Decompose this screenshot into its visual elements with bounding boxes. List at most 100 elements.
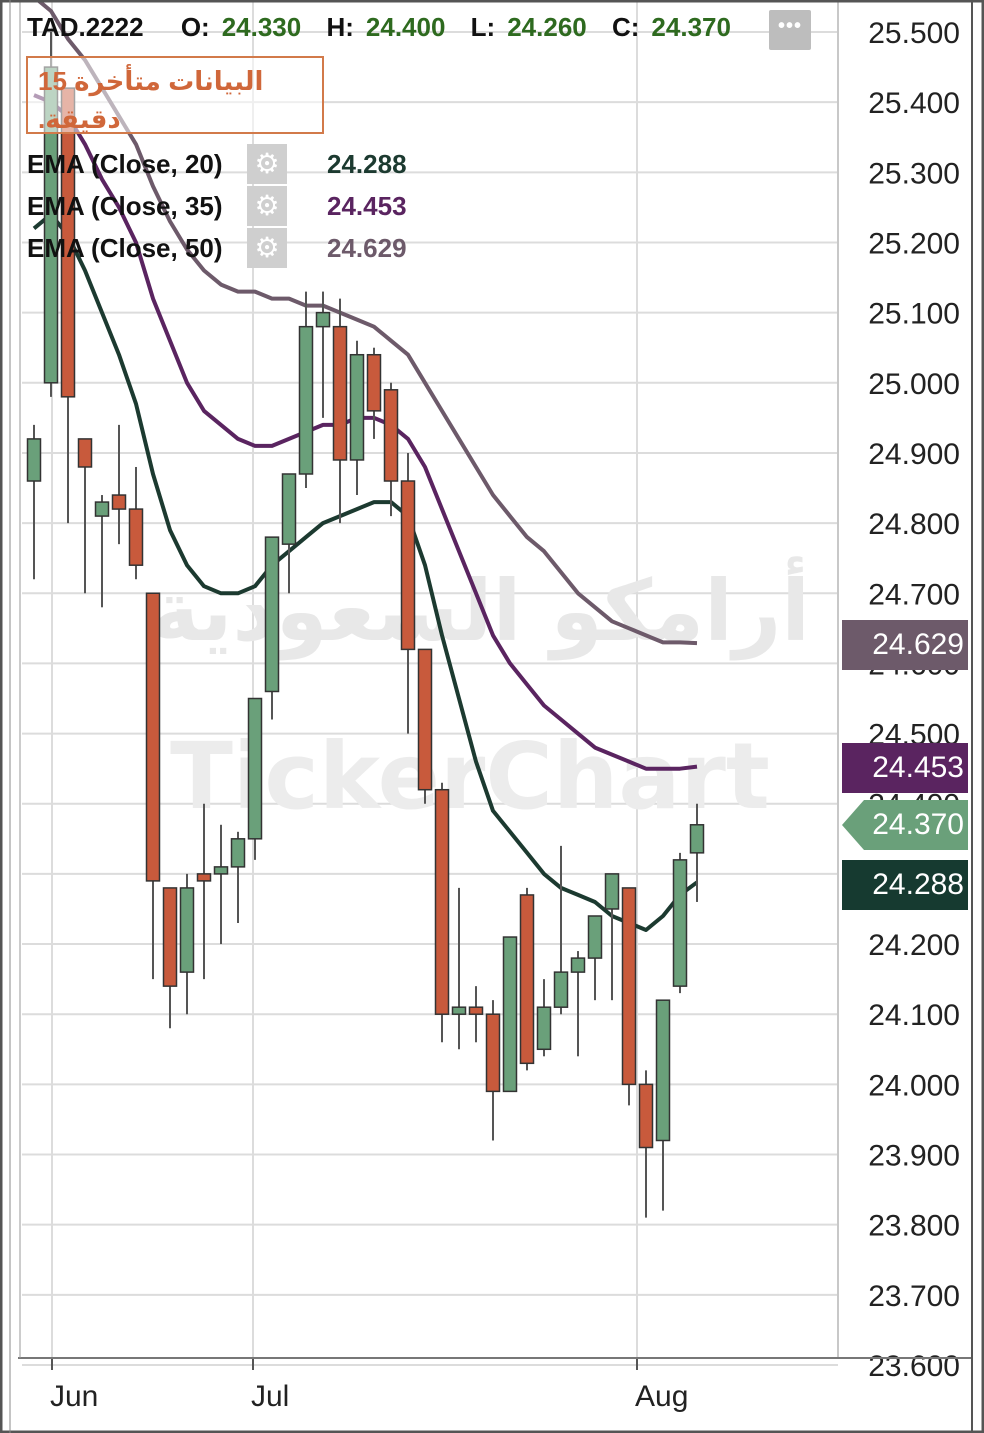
ema-35-legend: EMA (Close, 35) ⚙ 24.453	[27, 186, 407, 226]
candle[interactable]	[349, 340, 365, 496]
y-tick-label: 24.800	[868, 508, 960, 541]
candle[interactable]	[655, 999, 671, 1211]
candle[interactable]	[111, 424, 127, 545]
candle[interactable]	[468, 986, 484, 1043]
y-tick-label: 24.700	[868, 578, 960, 611]
candle-body-down	[400, 480, 416, 651]
candle[interactable]	[672, 852, 688, 994]
y-tick-label: 25.100	[868, 298, 960, 331]
gear-icon[interactable]: ⚙	[247, 144, 287, 184]
candle[interactable]	[638, 1070, 654, 1218]
x-tick-label: Jun	[50, 1380, 98, 1413]
open-label: O:	[180, 12, 210, 42]
candle-body-up	[604, 873, 620, 910]
candle-body-down	[621, 887, 637, 1086]
candle-body-up	[281, 473, 297, 545]
candle[interactable]	[553, 845, 569, 1015]
candle[interactable]	[451, 887, 467, 1050]
candle-body-up	[179, 887, 195, 973]
candle[interactable]	[587, 915, 603, 1001]
ema-20-label: EMA (Close, 20)	[27, 149, 223, 179]
candle-body-down	[383, 389, 399, 482]
candle[interactable]	[213, 824, 229, 945]
candle[interactable]	[298, 291, 314, 489]
candle-body-down	[434, 788, 450, 1015]
candle[interactable]	[315, 291, 331, 418]
candle-body-down	[468, 1006, 484, 1015]
candle-body-down	[332, 325, 348, 461]
candle-body-up	[570, 957, 586, 973]
candle[interactable]	[179, 873, 195, 1015]
candle[interactable]	[604, 873, 620, 1001]
candle-body-up	[689, 824, 705, 854]
candle[interactable]	[247, 697, 263, 860]
last-price-badge: 24.370	[842, 800, 968, 850]
candle[interactable]	[400, 452, 416, 734]
candle-body-up	[298, 325, 314, 475]
more-dots-icon: •••	[777, 14, 802, 37]
x-tick-label: Jul	[251, 1380, 289, 1413]
candle-body-up	[553, 971, 569, 1008]
candle-body-up	[536, 1006, 552, 1051]
candle[interactable]	[621, 887, 637, 1106]
candle[interactable]	[145, 592, 161, 980]
candle[interactable]	[519, 887, 535, 1071]
candle[interactable]	[162, 887, 178, 1029]
candle-body-up	[672, 859, 688, 987]
candle-body-down	[77, 438, 93, 468]
ema-20-legend: EMA (Close, 20) ⚙ 24.288	[27, 144, 407, 184]
y-tick-label: 24.000	[868, 1069, 960, 1102]
ema-50-value: 24.629	[327, 233, 407, 263]
candle-body-up	[94, 501, 110, 517]
candle[interactable]	[502, 936, 518, 1093]
low-value: 24.260	[507, 12, 587, 42]
low-label: L:	[470, 12, 496, 42]
candle[interactable]	[264, 536, 280, 720]
candle[interactable]	[26, 424, 42, 580]
candle-body-down	[519, 894, 535, 1065]
candle[interactable]	[196, 803, 212, 980]
open-value: 24.330	[221, 12, 302, 42]
ema-35-value: 24.453	[327, 191, 407, 221]
candle[interactable]	[94, 495, 110, 608]
candle[interactable]	[366, 347, 382, 439]
y-tick-label: 24.200	[868, 929, 960, 962]
candle-body-down	[638, 1083, 654, 1149]
y-tick-label: 23.800	[868, 1210, 960, 1243]
candle-body-up	[26, 438, 42, 482]
candle[interactable]	[230, 831, 246, 924]
candle-body-down	[366, 353, 382, 412]
y-tick-label: 23.600	[868, 1350, 960, 1383]
high-label: H:	[326, 12, 354, 42]
ema-50-price-badge: 24.629	[842, 620, 968, 670]
y-tick-label: 25.300	[868, 157, 960, 190]
gear-icon[interactable]: ⚙	[247, 228, 287, 268]
data-delay-notice: البيانات متأخرة 15 دقيقة.	[26, 56, 324, 134]
candle-body-up	[349, 353, 365, 461]
candle[interactable]	[434, 782, 450, 1043]
y-tick-label: 24.100	[868, 999, 960, 1032]
ema-50-legend: EMA (Close, 50) ⚙ 24.629	[27, 228, 407, 268]
candle[interactable]	[332, 298, 348, 524]
y-tick-label: 23.900	[868, 1140, 960, 1173]
candle[interactable]	[77, 438, 93, 594]
candle-body-up	[315, 311, 331, 328]
candle-body-up	[264, 536, 280, 693]
candle[interactable]	[128, 466, 144, 580]
y-tick-label: 24.900	[868, 438, 960, 471]
candle[interactable]	[570, 951, 586, 1057]
candle[interactable]	[417, 648, 433, 804]
ohlc-header: TAD.2222 O: 24.330 H: 24.400 L: 24.260 C: 24…	[27, 12, 749, 43]
candle[interactable]	[485, 1000, 501, 1141]
high-value: 24.400	[365, 12, 446, 42]
candle-body-down	[128, 508, 144, 566]
more-menu-button[interactable]: •••	[769, 10, 811, 50]
symbol-label: TAD.2222	[27, 12, 144, 42]
candle-body-down	[111, 494, 127, 510]
gear-icon[interactable]: ⚙	[247, 186, 287, 226]
candle[interactable]	[536, 979, 552, 1057]
candle-body-up	[502, 936, 518, 1093]
candle[interactable]	[383, 382, 399, 517]
candle-body-down	[485, 1013, 501, 1093]
